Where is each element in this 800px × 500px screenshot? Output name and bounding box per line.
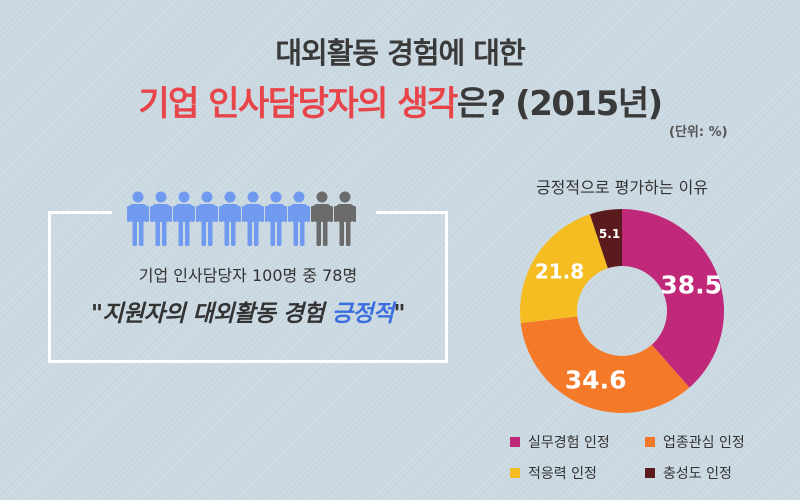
person-icon-positive [127, 191, 149, 246]
donut-label-2: 34.6 [565, 366, 627, 395]
quote-part-2: " [393, 301, 406, 327]
person-icon-positive [219, 191, 241, 246]
person-icon-positive [150, 191, 172, 246]
title-line-2: 기업 인사담당자의 생각은? (2015년) [0, 76, 800, 125]
summary-quote: "지원자의 대외활동 경험 긍정적" [48, 294, 448, 328]
donut-slice-3 [520, 214, 608, 324]
legend-item-2: 업종관심 인정 [645, 432, 745, 452]
donut-slice-4 [589, 209, 622, 269]
legend-item-3: 적응력 인정 [510, 463, 597, 483]
summary-count-text: 기업 인사담당자 100명 중 78명 [138, 266, 358, 285]
legend-label: 업종관심 인정 [663, 435, 745, 451]
donut-label-4: 5.1 [599, 227, 620, 241]
legend-item-1: 실무경험 인정 [510, 432, 610, 452]
legend-item-4: 충성도 인정 [645, 463, 732, 483]
person-icon-other [334, 191, 356, 246]
donut-slice-2 [520, 316, 690, 414]
person-icon-positive [196, 191, 218, 246]
person-icon-positive [288, 191, 310, 246]
person-icon-positive [242, 191, 264, 246]
title-highlight: 기업 인사담당자의 생각 [138, 84, 458, 124]
legend-swatch [510, 468, 520, 478]
quote-highlight: 긍정적 [331, 301, 394, 327]
legend-swatch [645, 468, 655, 478]
donut-label-3: 21.8 [535, 259, 584, 283]
legend-swatch [510, 437, 520, 447]
donut-slice-1 [622, 209, 725, 388]
person-icon-positive [173, 191, 195, 246]
legend-label: 적응력 인정 [528, 466, 597, 482]
unit-label: (단위: %) [669, 125, 728, 140]
title-rest: 은? (2015년) [456, 84, 663, 124]
title-line-1: 대외활동 경험에 대한 [275, 36, 525, 70]
legend-label: 실무경험 인정 [528, 435, 610, 451]
donut-label-1: 38.5 [660, 270, 722, 299]
legend-swatch [645, 437, 655, 447]
chart-title: 긍정적으로 평가하는 이유 [535, 178, 709, 197]
people-icons [127, 191, 356, 247]
person-icon-other [311, 191, 333, 246]
legend-label: 충성도 인정 [663, 466, 732, 482]
person-icon-positive [265, 191, 287, 246]
quote-part-1: "지원자의 대외활동 경험 [90, 301, 332, 327]
